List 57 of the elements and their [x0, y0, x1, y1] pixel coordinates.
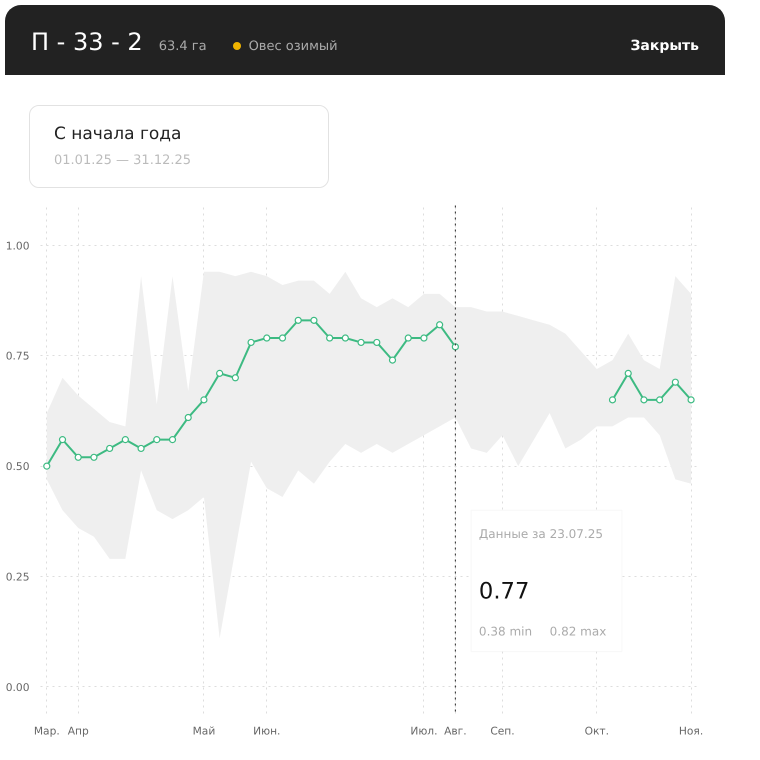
- point: [420, 334, 428, 342]
- chart-subtitle: 63.4 га: [158, 38, 207, 56]
- point: [294, 316, 302, 324]
- point: [137, 444, 145, 452]
- point: [687, 396, 695, 404]
- x-tick-label: Окт.: [584, 724, 609, 738]
- x-tick-label: Июл.: [410, 724, 438, 738]
- annotation: 0.82 max: [550, 624, 606, 638]
- x-tick-label: Авг.: [444, 724, 467, 738]
- y-tick-label: 0.50: [6, 460, 30, 474]
- point: [58, 436, 66, 444]
- point: [388, 356, 396, 364]
- x-tick-label: Май: [192, 724, 216, 738]
- point: [310, 316, 318, 324]
- x-tick-label: Ноя.: [678, 724, 704, 738]
- point: [373, 338, 380, 346]
- point: [624, 370, 632, 377]
- point: [278, 334, 286, 342]
- text: Овес озимый: [248, 38, 338, 56]
- point: [672, 378, 679, 386]
- point: [263, 334, 270, 342]
- point: [656, 396, 664, 404]
- point: [326, 334, 334, 342]
- x-tick-label: Мар.: [34, 724, 60, 738]
- point: [216, 370, 224, 377]
- point: [153, 436, 160, 444]
- point: [90, 454, 98, 461]
- point: [640, 396, 648, 404]
- text: Закрыть: [630, 37, 699, 56]
- point: [232, 374, 239, 382]
- point: [404, 334, 412, 342]
- annotation: 0.38 min: [478, 624, 532, 638]
- point: [168, 436, 176, 444]
- y-tick-label: 1.00: [6, 239, 30, 252]
- point: [608, 396, 616, 404]
- point: [43, 462, 50, 470]
- point: [122, 436, 129, 444]
- text: 01.01.25 — 31.12.25: [54, 152, 192, 170]
- point: [452, 343, 459, 350]
- point: [436, 321, 444, 328]
- point: [200, 396, 208, 404]
- y-tick-label: 0.75: [6, 350, 30, 363]
- text: С начала года: [54, 123, 182, 146]
- point: [74, 454, 82, 461]
- point: [357, 338, 365, 346]
- point: [184, 414, 192, 422]
- point: [342, 334, 349, 342]
- x-tick-label: Апр: [68, 724, 89, 738]
- y-tick-label: 0.25: [6, 570, 30, 584]
- annotation: Данные за 23.07.25: [478, 527, 604, 542]
- annotation: 0.77: [478, 578, 530, 605]
- x-tick-label: Июн.: [253, 724, 280, 738]
- point: [106, 444, 114, 452]
- y-tick-label: 0.00: [6, 680, 30, 694]
- x-tick-label: Сеп.: [490, 724, 515, 738]
- chart-title: П - 33 - 2: [31, 27, 143, 58]
- point: [247, 338, 255, 346]
